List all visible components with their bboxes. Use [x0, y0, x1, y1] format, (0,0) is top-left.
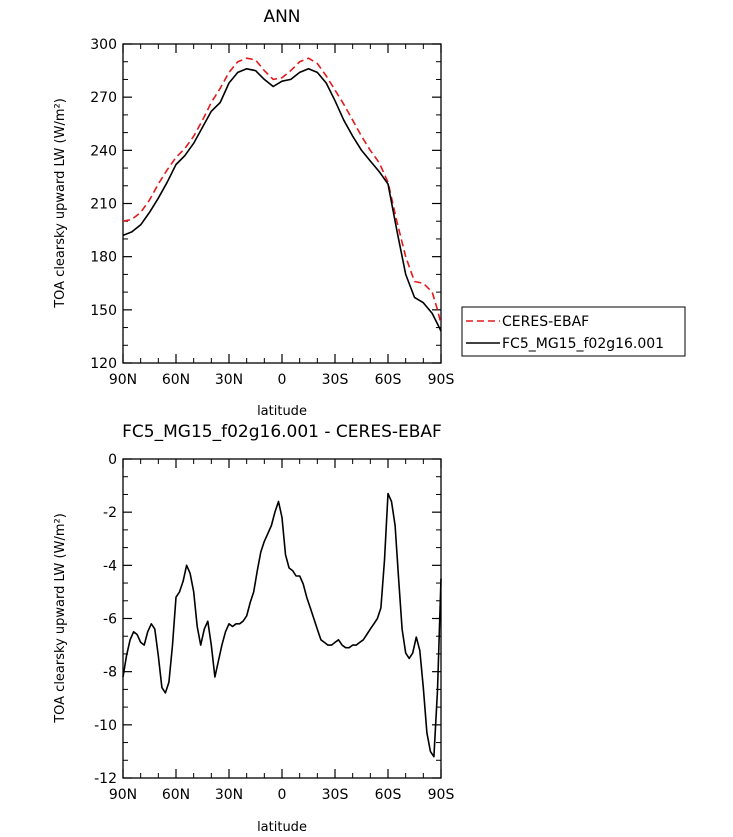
- plot-frame: [122, 43, 442, 364]
- x-tick-label: 30N: [215, 787, 243, 803]
- x-tick-label: 90S: [428, 372, 455, 388]
- x-axis-label: latitude: [257, 820, 307, 835]
- y-tick-label: 0: [108, 452, 117, 468]
- chart-title: FC5_MG15_f02g16.001 - CERES-EBAF: [122, 422, 442, 442]
- y-tick-label: -12: [94, 771, 117, 787]
- series-lines: [122, 57, 442, 332]
- y-tick-label: 240: [90, 143, 117, 159]
- y-ticks: 120 150 180 210 240 270 300: [90, 37, 441, 372]
- y-axis-label: TOA clearsky upward LW (W/m²): [53, 513, 68, 724]
- legend-label-ceres-ebaf: CERES-EBAF: [502, 314, 589, 330]
- x-tick-label: 30S: [322, 372, 349, 388]
- x-axis-label: latitude: [257, 404, 307, 419]
- legend-box: [461, 306, 686, 357]
- x-ticks: 90N 60N 30N 0 30S 60S 90S: [109, 459, 455, 803]
- y-tick-label: -8: [103, 665, 117, 681]
- y-tick-label: 300: [90, 37, 117, 53]
- x-ticks: 90N 60N 30N 0 30S 60S 90S: [109, 44, 455, 388]
- plot-frame: [122, 458, 442, 779]
- x-tick-label: 90N: [109, 372, 137, 388]
- series-lines: [122, 492, 442, 758]
- x-tick-label: 30N: [215, 372, 243, 388]
- series-line-fc5-mg15-f02g16-001: [122, 68, 442, 332]
- y-tick-label: 210: [90, 197, 117, 213]
- x-tick-label: 0: [278, 787, 287, 803]
- x-tick-label: 0: [278, 372, 287, 388]
- y-tick-label: -6: [103, 612, 117, 628]
- x-tick-label: 30S: [322, 787, 349, 803]
- y-tick-label: 150: [90, 303, 117, 319]
- chart-annual-mean: ANN 90N 60N 30N 0 30S 60S 90S 120 150 180 210 240 2…: [53, 7, 686, 419]
- y-tick-label: 120: [90, 356, 117, 372]
- series-line-difference: [122, 492, 442, 758]
- x-tick-label: 60S: [375, 787, 402, 803]
- chart-title: ANN: [263, 7, 300, 27]
- chart-difference: FC5_MG15_f02g16.001 - CERES-EBAF 90N 60N 3…: [53, 422, 454, 835]
- x-tick-label: 90S: [428, 787, 455, 803]
- y-axis-label: TOA clearsky upward LW (W/m²): [53, 98, 68, 309]
- y-ticks: -12 -10 -8 -6 -4 -2 0: [94, 452, 441, 787]
- legend: CERES-EBAF FC5_MG15_f02g16.001: [461, 306, 686, 357]
- y-tick-label: 270: [90, 90, 117, 106]
- y-tick-label: -10: [94, 718, 117, 734]
- y-tick-label: -4: [103, 558, 117, 574]
- x-tick-label: 90N: [109, 787, 137, 803]
- x-tick-label: 60N: [162, 787, 190, 803]
- x-tick-label: 60N: [162, 372, 190, 388]
- x-tick-label: 60S: [375, 372, 402, 388]
- y-tick-label: 180: [90, 250, 117, 266]
- series-line-ceres-ebaf: [122, 57, 442, 325]
- legend-label-fc5-mg15: FC5_MG15_f02g16.001: [502, 336, 664, 352]
- y-tick-label: -2: [103, 505, 117, 521]
